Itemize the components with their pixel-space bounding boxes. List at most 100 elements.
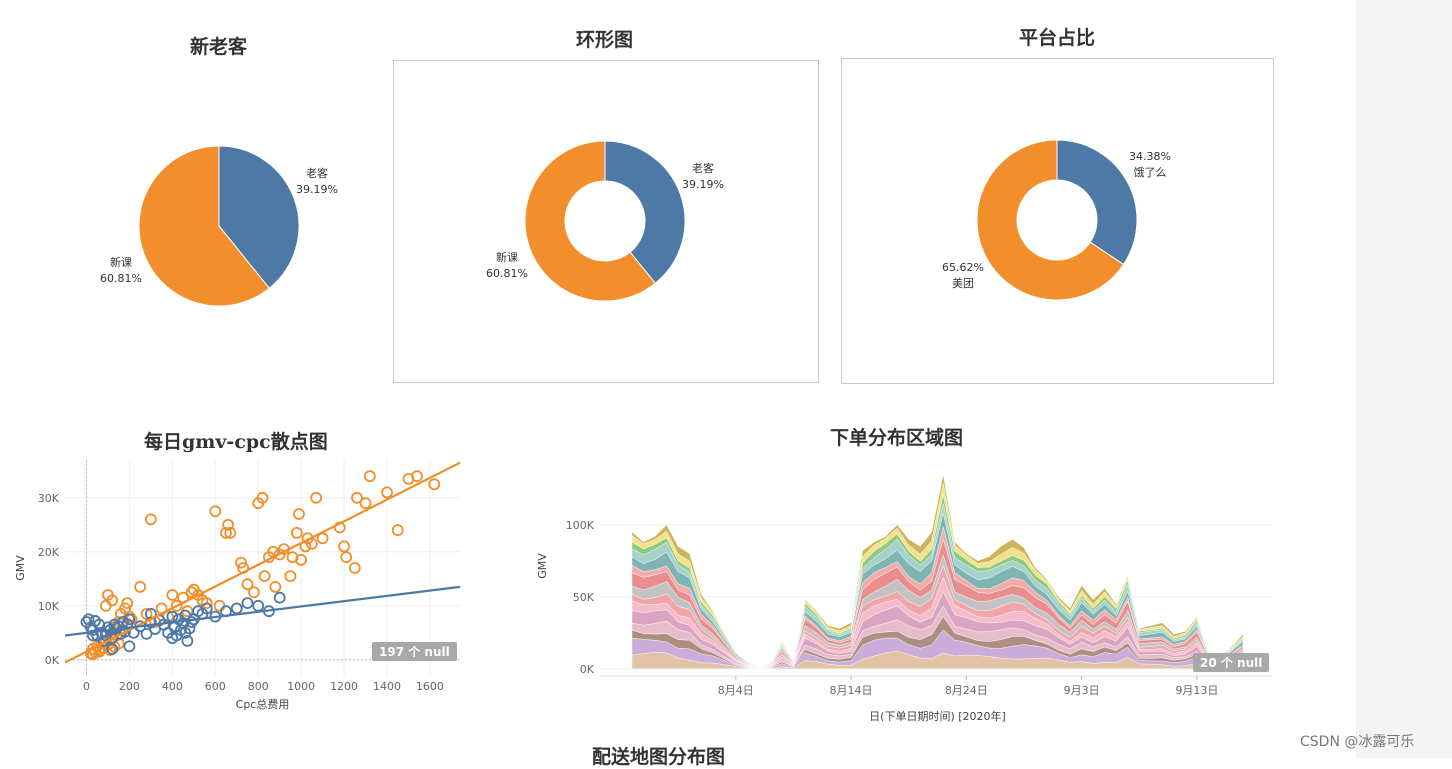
scatter-null-badge[interactable]: 197 个 null xyxy=(372,642,457,661)
scatter-point[interactable] xyxy=(273,591,286,604)
scatter-point[interactable] xyxy=(348,562,361,574)
x-axis-title: 日(下单日期时间) [2020年] xyxy=(869,709,1006,723)
scatter-point[interactable] xyxy=(310,491,323,504)
x-tick-label: 9月3日 xyxy=(1064,684,1100,697)
scatter-point[interactable] xyxy=(222,518,235,531)
scatter-point[interactable] xyxy=(256,491,269,504)
scatter-point[interactable] xyxy=(181,635,194,647)
scatter-point[interactable] xyxy=(241,597,254,609)
scatter-point[interactable] xyxy=(269,581,282,593)
donut-title: 环形图 xyxy=(576,29,634,51)
area-null-badge[interactable]: 20 个 null xyxy=(1193,653,1270,672)
scatter-point[interactable] xyxy=(123,613,136,626)
area-chart: 0K 50K 100K 8月4日 8月14日 8月24日 9月3日 9月13日日(下单日期时间… xyxy=(536,474,1272,723)
y-tick-label: 30K xyxy=(38,492,60,505)
trend-line-0 xyxy=(64,461,461,664)
area-layer-14[interactable] xyxy=(631,474,1244,667)
y-tick-label: 10K xyxy=(38,600,60,613)
scatter-point[interactable] xyxy=(224,527,237,539)
pie-slice-1[interactable] xyxy=(524,140,656,302)
scatter-point[interactable] xyxy=(200,602,213,615)
slice-value-label: 65.62% xyxy=(942,261,984,274)
donut-panel xyxy=(393,60,819,383)
x-tick-label: 400 xyxy=(162,680,183,693)
scatter-point[interactable] xyxy=(144,513,157,526)
trend-line-1 xyxy=(64,585,461,637)
y-tick-label: 0K xyxy=(580,663,595,676)
scatter-point[interactable] xyxy=(123,640,136,653)
slice-value-label: 60.81% xyxy=(100,272,142,285)
x-tick-label: 0 xyxy=(83,680,90,693)
scatter-point[interactable] xyxy=(209,505,222,518)
x-tick-label: 1400 xyxy=(373,680,401,693)
y-tick-label: 100K xyxy=(566,519,595,532)
scatter-point[interactable] xyxy=(411,470,423,483)
scatter-title: 每日gmv-cpc散点图 xyxy=(144,431,328,453)
slice-name-label: 老客 xyxy=(692,161,714,175)
x-tick-label: 1000 xyxy=(287,680,315,693)
scatter-point[interactable] xyxy=(340,551,353,564)
scatter-point[interactable] xyxy=(82,613,95,626)
scatter-point[interactable] xyxy=(338,540,350,553)
x-tick-label: 800 xyxy=(248,680,269,693)
scatter-point[interactable] xyxy=(99,599,112,612)
scatter-point[interactable] xyxy=(140,627,153,640)
pie-slice-1[interactable] xyxy=(976,139,1125,301)
scatter-point[interactable] xyxy=(235,556,247,569)
scatter-point[interactable] xyxy=(121,597,134,609)
platform-share-chart: 34.38% 饿了么 65.62% 美团 xyxy=(942,139,1171,301)
pie-slice-1[interactable] xyxy=(138,145,270,307)
scatter-point[interactable] xyxy=(381,486,393,499)
slice-name-label: 美团 xyxy=(952,277,974,290)
scatter-point[interactable] xyxy=(185,616,198,628)
x-tick-label: 8月14日 xyxy=(830,684,873,697)
x-tick-label: 8月4日 xyxy=(718,684,754,697)
map-title: 配送地图分布图 xyxy=(592,746,726,768)
scatter-point[interactable] xyxy=(284,570,297,582)
slice-value-label: 60.81% xyxy=(486,267,528,280)
platform-share-title: 平台占比 xyxy=(1019,27,1096,49)
scatter-point[interactable] xyxy=(119,625,132,638)
x-tick-label: 600 xyxy=(205,680,226,693)
x-tick-label: 8月24日 xyxy=(945,684,988,697)
scatter-point[interactable] xyxy=(248,586,260,599)
slice-value-label: 39.19% xyxy=(296,183,338,196)
pie-new-old-title: 新老客 xyxy=(190,36,248,58)
slice-name-label: 饿了么 xyxy=(1134,165,1167,179)
slice-value-label: 39.19% xyxy=(682,178,724,191)
scatter-point[interactable] xyxy=(200,597,213,609)
scatter-point[interactable] xyxy=(220,527,232,539)
scatter-point[interactable] xyxy=(359,497,372,510)
x-axis-title: Cpc总费用 xyxy=(236,697,290,711)
scatter-point[interactable] xyxy=(363,470,376,483)
scatter-point[interactable] xyxy=(241,578,254,591)
scatter-point[interactable] xyxy=(258,570,271,582)
platform-share-panel xyxy=(841,58,1274,384)
pie-slice-0[interactable] xyxy=(218,145,300,289)
watermark: CSDN @冰露可乐 xyxy=(1300,734,1415,750)
scatter-point[interactable] xyxy=(293,508,305,520)
y-tick-label: 50K xyxy=(573,591,595,604)
scatter-point[interactable] xyxy=(87,629,99,642)
scatter-point[interactable] xyxy=(351,491,363,504)
slice-name-label: 新课 xyxy=(110,255,132,269)
pie-slice-0[interactable] xyxy=(604,140,686,284)
pie-slice-0[interactable] xyxy=(1056,139,1138,266)
slice-name-label: 新课 xyxy=(496,250,518,264)
scatter-point[interactable] xyxy=(106,643,119,655)
scatter-point[interactable] xyxy=(170,599,183,612)
y-tick-label: 20K xyxy=(38,546,60,559)
scatter-point[interactable] xyxy=(391,524,404,537)
slice-name-label: 老客 xyxy=(306,166,328,180)
scatter-point[interactable] xyxy=(179,626,192,639)
scatter-point[interactable] xyxy=(290,527,303,539)
area-title: 下单分布区域图 xyxy=(830,427,964,449)
donut-chart: 老客 39.19% 新课 60.81% xyxy=(486,140,724,302)
scatter-point[interactable] xyxy=(166,589,179,601)
scatter-point[interactable] xyxy=(134,581,147,593)
scatter-point[interactable] xyxy=(428,478,441,491)
scatter-point[interactable] xyxy=(295,554,308,566)
x-tick-label: 1600 xyxy=(416,680,444,693)
y-tick-label: 0K xyxy=(45,654,60,667)
scatter-point[interactable] xyxy=(166,632,179,645)
